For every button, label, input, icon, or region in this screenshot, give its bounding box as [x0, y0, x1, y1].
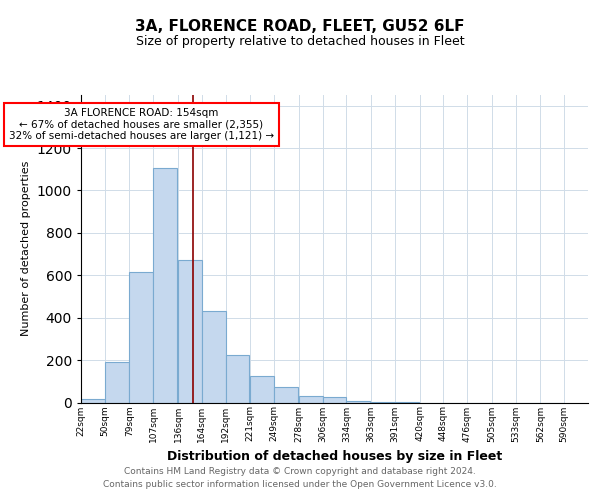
Bar: [202, 312, 226, 402]
Bar: [226, 355, 250, 403]
Bar: [299, 396, 323, 402]
Text: 3A FLORENCE ROAD: 154sqm
← 67% of detached houses are smaller (2,355)
32% of sem: 3A FLORENCE ROAD: 154sqm ← 67% of detach…: [9, 108, 274, 141]
Bar: [178, 260, 202, 402]
Bar: [274, 386, 298, 402]
Y-axis label: Number of detached properties: Number of detached properties: [21, 161, 31, 336]
Bar: [250, 376, 274, 402]
Bar: [323, 397, 346, 402]
Bar: [81, 400, 105, 402]
Text: 3A, FLORENCE ROAD, FLEET, GU52 6LF: 3A, FLORENCE ROAD, FLEET, GU52 6LF: [135, 19, 465, 34]
Text: Contains HM Land Registry data © Crown copyright and database right 2024.: Contains HM Land Registry data © Crown c…: [124, 467, 476, 476]
Bar: [105, 362, 128, 403]
Text: Contains public sector information licensed under the Open Government Licence v3: Contains public sector information licen…: [103, 480, 497, 489]
Bar: [130, 272, 154, 402]
Text: Size of property relative to detached houses in Fleet: Size of property relative to detached ho…: [136, 35, 464, 48]
X-axis label: Distribution of detached houses by size in Fleet: Distribution of detached houses by size …: [167, 450, 502, 463]
Bar: [154, 168, 177, 402]
